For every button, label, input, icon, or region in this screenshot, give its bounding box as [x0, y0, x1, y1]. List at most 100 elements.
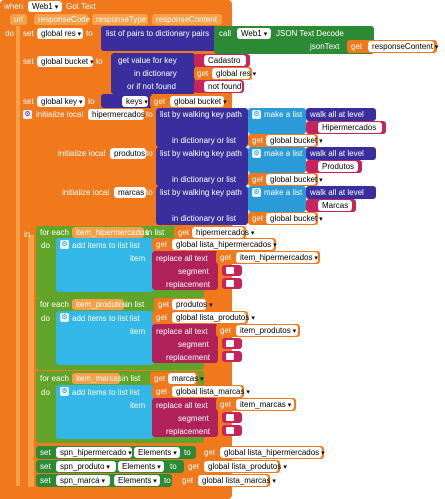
text-cadastro[interactable]: Cadastro: [204, 55, 246, 66]
param-url[interactable]: url: [10, 14, 27, 25]
set-label: set: [23, 57, 34, 66]
make-list-label: make a list: [264, 149, 303, 158]
method-label: JSON Text Decode: [276, 29, 344, 38]
var-dropdown-global-bucket-4[interactable]: global bucket: [266, 174, 317, 185]
text-marcas[interactable]: Marcas: [318, 200, 352, 211]
gear-icon[interactable]: [252, 188, 261, 197]
var-dropdown-global-bucket-5[interactable]: global bucket: [266, 213, 317, 224]
to-label: to: [86, 29, 93, 38]
list-by-walking-key-path-3[interactable]: [156, 186, 248, 225]
replace-label: replace all text: [156, 327, 208, 336]
replacement-label: replacement: [166, 427, 211, 436]
param-response-content[interactable]: responseContent: [152, 14, 222, 25]
gear-icon[interactable]: [23, 110, 32, 119]
to-label: to: [146, 149, 153, 158]
initialize-local-label: initialize local: [36, 110, 84, 119]
text-replacement-block-1[interactable]: [222, 278, 242, 289]
var-dropdown-lista-marcas-2[interactable]: global lista_marcas: [198, 475, 270, 486]
list-by-walking-key-path-1[interactable]: [156, 108, 248, 147]
component-dropdown-spn-marca[interactable]: spn_marca: [56, 475, 110, 486]
var-dropdown-lista-hipermercados-2[interactable]: global lista_hipermercados: [220, 447, 322, 458]
local-var-marcas[interactable]: marcas: [114, 187, 146, 198]
get-label: get: [178, 228, 190, 237]
item-label: item: [130, 254, 146, 263]
var-dropdown-lista-produtos[interactable]: global lista_produtos: [172, 312, 249, 323]
text-replacement-input[interactable]: [226, 353, 234, 360]
var-dropdown-lista-hipermercados[interactable]: global lista_hipermercados: [172, 239, 274, 250]
var-dropdown-item-hipermercados[interactable]: item_hipermercados: [236, 252, 318, 263]
var-dropdown-item-marcas[interactable]: item_marcas: [236, 399, 294, 410]
text-segment-block-3[interactable]: [222, 412, 242, 423]
get-label: get: [204, 448, 216, 457]
text-segment-input[interactable]: [226, 340, 234, 347]
gear-icon[interactable]: [60, 313, 69, 322]
walk-all-at-level-block-3[interactable]: [306, 186, 376, 199]
text-segment-input[interactable]: [226, 267, 234, 274]
var-dropdown-global-res-2[interactable]: global res: [212, 68, 251, 79]
text-not-found[interactable]: not found: [204, 81, 242, 92]
add-items-to-list-block-2[interactable]: [56, 311, 154, 365]
text-replacement-input[interactable]: [226, 427, 234, 434]
gear-icon[interactable]: [60, 240, 69, 249]
gear-icon[interactable]: [252, 110, 261, 119]
text-segment-block-2[interactable]: [222, 338, 242, 349]
var-dropdown-item-produtos[interactable]: item_produtos: [236, 325, 298, 336]
text-segment-block-1[interactable]: [222, 265, 242, 276]
local-var-produtos[interactable]: produtos: [110, 148, 146, 159]
replace-all-text-block-2[interactable]: [152, 324, 218, 363]
event-block-body-bottom: [0, 488, 30, 499]
add-items-to-list-block-3[interactable]: [56, 385, 154, 439]
component-dropdown-spn-hipermercado[interactable]: spn_hipermercado: [56, 447, 132, 458]
param-response-type[interactable]: responseType: [92, 14, 148, 25]
var-dropdown-global-bucket-2[interactable]: global bucket: [170, 96, 224, 107]
replace-all-text-block-1[interactable]: [152, 251, 218, 290]
text-segment-input[interactable]: [226, 414, 234, 421]
get-label: get: [252, 136, 264, 145]
var-dropdown-lista-marcas[interactable]: global lista_marcas: [172, 386, 244, 397]
get-label: get: [252, 175, 264, 184]
var-dropdown-global-bucket[interactable]: global bucket: [37, 56, 93, 67]
loop-var-item-marcas[interactable]: item_marcas: [72, 373, 122, 384]
loop-var-item-produtos[interactable]: item_produtos: [72, 299, 127, 310]
property-dropdown-elements[interactable]: Elements: [134, 447, 180, 458]
walk-all-at-level-block-2[interactable]: [306, 147, 376, 160]
var-dropdown-hipermercados[interactable]: hipermercados: [192, 227, 249, 238]
for-each-label: for each: [40, 228, 69, 237]
dict-op-dropdown-keys[interactable]: keys: [122, 96, 148, 107]
param-response-code[interactable]: responseCode: [34, 14, 90, 25]
loop-var-item-hipermercados[interactable]: item_hipermercados: [72, 227, 148, 238]
list-of-pairs-to-dictionary-block[interactable]: [101, 26, 217, 51]
list-by-walking-key-path-2[interactable]: [156, 147, 248, 186]
component-dropdown-web1[interactable]: Web1: [28, 1, 62, 12]
get-label: get: [197, 69, 209, 78]
text-hipermercados[interactable]: Hipermercados: [318, 122, 382, 133]
var-dropdown-response-content[interactable]: responseContent: [368, 41, 434, 52]
var-dropdown-produtos[interactable]: produtos: [172, 299, 207, 310]
var-dropdown-lista-produtos-2[interactable]: global lista_produtos: [204, 461, 281, 472]
get-value-for-key-block[interactable]: [111, 53, 195, 94]
component-dropdown-spn-produto[interactable]: spn_produto: [56, 461, 116, 472]
add-items-label: add items to list list: [72, 314, 140, 323]
list-walk-label: list by walking key path: [160, 149, 242, 158]
replacement-label: replacement: [166, 353, 211, 362]
to-label: to: [184, 448, 191, 457]
text-replacement-input[interactable]: [226, 280, 234, 287]
text-produtos[interactable]: Produtos: [318, 161, 358, 172]
var-dropdown-global-key[interactable]: global key: [37, 96, 85, 107]
property-dropdown-elements[interactable]: Elements: [114, 475, 160, 486]
property-dropdown-elements[interactable]: Elements: [118, 461, 164, 472]
gear-icon[interactable]: [60, 387, 69, 396]
walk-all-at-level-block-1[interactable]: [306, 108, 376, 121]
add-items-to-list-block-1[interactable]: [56, 238, 154, 292]
text-replacement-block-2[interactable]: [222, 351, 242, 362]
var-dropdown-global-bucket-3[interactable]: global bucket: [266, 135, 317, 146]
gear-icon[interactable]: [252, 149, 261, 158]
var-dropdown-global-res[interactable]: global res: [37, 28, 83, 39]
var-dropdown-marcas[interactable]: marcas: [168, 373, 198, 384]
component-dropdown-web1-call[interactable]: Web1: [237, 28, 271, 39]
in-list-label: in list: [146, 228, 165, 237]
in-dict-label: in dictionary or list: [172, 175, 237, 184]
replace-all-text-block-3[interactable]: [152, 398, 218, 437]
text-replacement-block-3[interactable]: [222, 425, 242, 436]
local-var-hipermercados[interactable]: hipermercados: [88, 109, 145, 120]
